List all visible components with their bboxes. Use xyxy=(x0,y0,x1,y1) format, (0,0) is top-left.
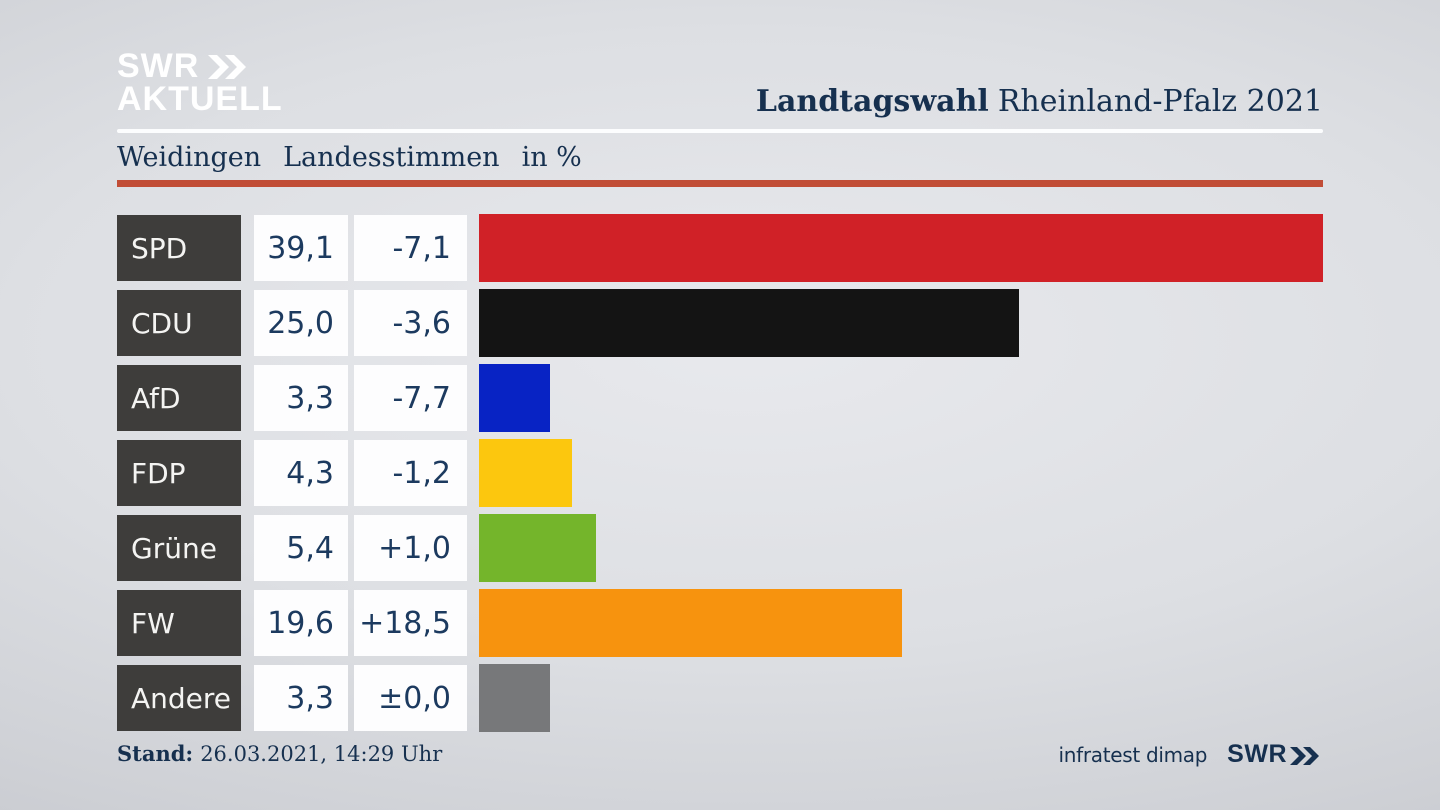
bar-track xyxy=(479,439,1323,507)
party-label: FW xyxy=(117,590,241,656)
subtitle-vote-type: Landesstimmen xyxy=(283,142,500,173)
subtitle-unit: in % xyxy=(521,142,582,173)
logo-aktuell-text: AKTUELL xyxy=(117,80,283,118)
party-label: AfD xyxy=(117,365,241,431)
swr-logo-text: SWR xyxy=(1227,740,1287,768)
value-cell: 25,0 xyxy=(254,290,348,356)
bar-track xyxy=(479,214,1323,282)
table-row: FDP 4,3 -1,2 xyxy=(117,439,1323,507)
party-label: CDU xyxy=(117,290,241,356)
change-cell: -7,1 xyxy=(354,215,467,281)
result-bar xyxy=(479,214,1323,282)
credits: infratest dimap SWR xyxy=(1058,740,1323,769)
change-cell: -7,7 xyxy=(354,365,467,431)
table-row: CDU 25,0 -3,6 xyxy=(117,289,1323,357)
timestamp: Stand: 26.03.2021, 14:29 Uhr xyxy=(117,741,442,766)
bar-track xyxy=(479,514,1323,582)
bar-track xyxy=(479,364,1323,432)
change-cell: -3,6 xyxy=(354,290,467,356)
double-chevron-right-icon xyxy=(1289,744,1323,766)
value-cell: 4,3 xyxy=(254,440,348,506)
party-label: SPD xyxy=(117,215,241,281)
table-row: Grüne 5,4 +1,0 xyxy=(117,514,1323,582)
double-chevron-right-icon xyxy=(206,54,250,80)
table-row: Andere 3,3 ±0,0 xyxy=(117,664,1323,732)
results-bar-chart: SPD 39,1 -7,1 CDU 25,0 -3,6 AfD 3,3 -7,7 FDP 4,3 -1… xyxy=(117,214,1323,740)
page-title: Landtagswahl Rheinland-Pfalz 2021 xyxy=(756,84,1323,119)
result-bar xyxy=(479,289,1019,357)
bar-track xyxy=(479,589,1323,657)
bar-track xyxy=(479,289,1323,357)
swr-logo: SWR xyxy=(1227,740,1323,769)
change-cell: +1,0 xyxy=(354,515,467,581)
source-label: infratest dimap xyxy=(1058,742,1208,767)
result-bar xyxy=(479,514,596,582)
accent-rule xyxy=(117,180,1323,187)
title-bold-part: Landtagswahl xyxy=(755,84,989,119)
subtitle-region: Weidingen xyxy=(117,142,262,173)
change-cell: ±0,0 xyxy=(354,665,467,731)
title-underline xyxy=(117,129,1323,133)
value-cell: 39,1 xyxy=(254,215,348,281)
result-bar xyxy=(479,439,572,507)
bar-track xyxy=(479,664,1323,732)
result-bar xyxy=(479,364,551,432)
party-label: Grüne xyxy=(117,515,241,581)
change-cell: +18,5 xyxy=(354,590,467,656)
title-regular-part: Rheinland-Pfalz 2021 xyxy=(997,84,1323,119)
swr-aktuell-logo: SWR AKTUELL xyxy=(117,47,283,118)
logo-swr-text: SWR xyxy=(117,47,200,85)
stand-label: Stand: xyxy=(117,741,194,766)
table-row: FW 19,6 +18,5 xyxy=(117,589,1323,657)
stand-value: 26.03.2021, 14:29 Uhr xyxy=(200,742,443,766)
chart-subtitle: Weidingen Landesstimmen in % xyxy=(117,142,582,173)
party-label: FDP xyxy=(117,440,241,506)
party-label: Andere xyxy=(117,665,241,731)
table-row: SPD 39,1 -7,1 xyxy=(117,214,1323,282)
value-cell: 19,6 xyxy=(254,590,348,656)
change-cell: -1,2 xyxy=(354,440,467,506)
value-cell: 3,3 xyxy=(254,665,348,731)
table-row: AfD 3,3 -7,7 xyxy=(117,364,1323,432)
result-bar xyxy=(479,664,551,732)
result-bar xyxy=(479,589,903,657)
value-cell: 5,4 xyxy=(254,515,348,581)
value-cell: 3,3 xyxy=(254,365,348,431)
